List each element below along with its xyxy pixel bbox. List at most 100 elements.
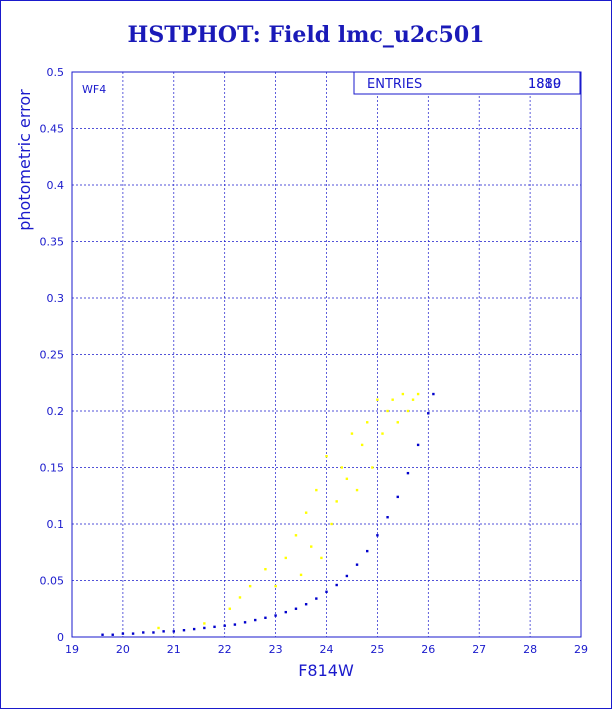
data-point <box>366 549 369 553</box>
x-tick-label: 25 <box>370 643 384 656</box>
data-point <box>325 455 328 458</box>
data-point <box>223 624 226 627</box>
data-point <box>157 626 160 630</box>
data-point <box>320 556 323 560</box>
data-point <box>376 398 379 401</box>
data-point <box>233 623 237 626</box>
x-tick-label: 29 <box>574 643 588 656</box>
data-point <box>264 568 267 571</box>
data-point <box>284 610 287 614</box>
data-point <box>376 534 379 537</box>
y-tick-label: 0.3 <box>47 292 65 305</box>
data-point <box>325 590 328 593</box>
data-point <box>192 627 196 631</box>
x-tick-label: 19 <box>65 643 79 656</box>
data-point <box>416 392 420 396</box>
data-point <box>121 632 125 635</box>
y-tick-label: 0.5 <box>47 66 65 79</box>
data-point <box>386 516 389 519</box>
grid <box>71 71 582 638</box>
data-point <box>203 622 206 625</box>
data-point <box>294 534 298 537</box>
data-point <box>345 574 349 578</box>
data-point <box>386 409 389 413</box>
data-point <box>274 584 277 588</box>
x-tick-label: 22 <box>218 643 232 656</box>
data-point <box>264 616 267 619</box>
y-tick-label: 0.2 <box>47 405 65 418</box>
data-point <box>401 392 405 396</box>
x-tick-label: 24 <box>320 643 334 656</box>
data-point <box>284 556 287 560</box>
data-point <box>254 618 257 622</box>
data-point <box>162 630 165 633</box>
data-point <box>315 597 318 600</box>
data-point <box>203 626 206 630</box>
y-axis-label: photometric error <box>15 89 34 231</box>
data-point <box>340 466 343 469</box>
x-tick-label: 21 <box>167 643 181 656</box>
stats-value-b: 1819 <box>528 77 561 92</box>
data-point <box>315 488 318 492</box>
data-point <box>213 625 216 629</box>
data-point <box>228 607 231 610</box>
y-tick-label: 0.45 <box>40 123 65 136</box>
data-point <box>299 573 303 577</box>
data-point <box>274 614 277 617</box>
y-tick-label: 0.05 <box>40 575 65 588</box>
data-point <box>294 607 298 610</box>
data-point <box>152 631 155 634</box>
x-tick-label: 28 <box>523 643 537 656</box>
y-tick-label: 0.4 <box>47 179 65 192</box>
y-tick-label: 0.25 <box>40 349 65 362</box>
data-point <box>355 563 359 566</box>
data-points <box>101 392 435 636</box>
data-point <box>142 631 145 634</box>
data-point <box>304 511 308 514</box>
data-point <box>406 409 410 413</box>
data-point <box>345 477 349 480</box>
data-point <box>371 466 374 469</box>
data-point <box>427 412 430 415</box>
stats-value-a: 1880 <box>528 77 561 92</box>
tick-labels: 19 20 21 22 23 24 25 26 27 28 29 0 0.05 0.1 0.15 0.2 0.2… <box>40 66 589 656</box>
y-tick-label: 0.1 <box>47 518 65 531</box>
data-point <box>182 629 186 632</box>
data-point <box>350 432 354 435</box>
data-point <box>131 632 135 635</box>
x-tick-label: 20 <box>116 643 130 656</box>
x-tick-label: 27 <box>472 643 486 656</box>
plot-frame <box>71 71 582 638</box>
data-point <box>416 443 420 447</box>
y-tick-label: 0.35 <box>40 236 65 249</box>
data-point <box>396 495 399 499</box>
y-tick-label: 0 <box>57 631 64 644</box>
x-tick-label: 23 <box>269 643 283 656</box>
data-point <box>406 471 410 475</box>
data-point <box>381 432 384 435</box>
data-point <box>396 421 399 424</box>
data-point <box>330 522 333 526</box>
data-point <box>335 583 338 587</box>
data-point <box>360 443 364 447</box>
data-point <box>248 584 252 588</box>
data-point <box>172 630 175 633</box>
data-point <box>411 398 415 401</box>
stats-box <box>353 71 581 95</box>
data-point <box>238 596 242 599</box>
stats-label: ENTRIES <box>367 77 422 92</box>
data-point <box>335 500 338 503</box>
chart-title: HSTPHOT: Field lmc_u2c501 <box>127 22 485 48</box>
x-axis-label: F814W <box>298 661 354 680</box>
data-point <box>243 621 247 624</box>
data-point <box>366 421 369 424</box>
y-tick-label: 0.15 <box>40 462 65 475</box>
data-point <box>304 603 308 606</box>
x-tick-label: 26 <box>421 643 435 656</box>
data-point <box>310 545 313 548</box>
data-point <box>432 392 435 396</box>
data-point <box>111 633 114 636</box>
panel-label: WF4 <box>82 83 106 96</box>
